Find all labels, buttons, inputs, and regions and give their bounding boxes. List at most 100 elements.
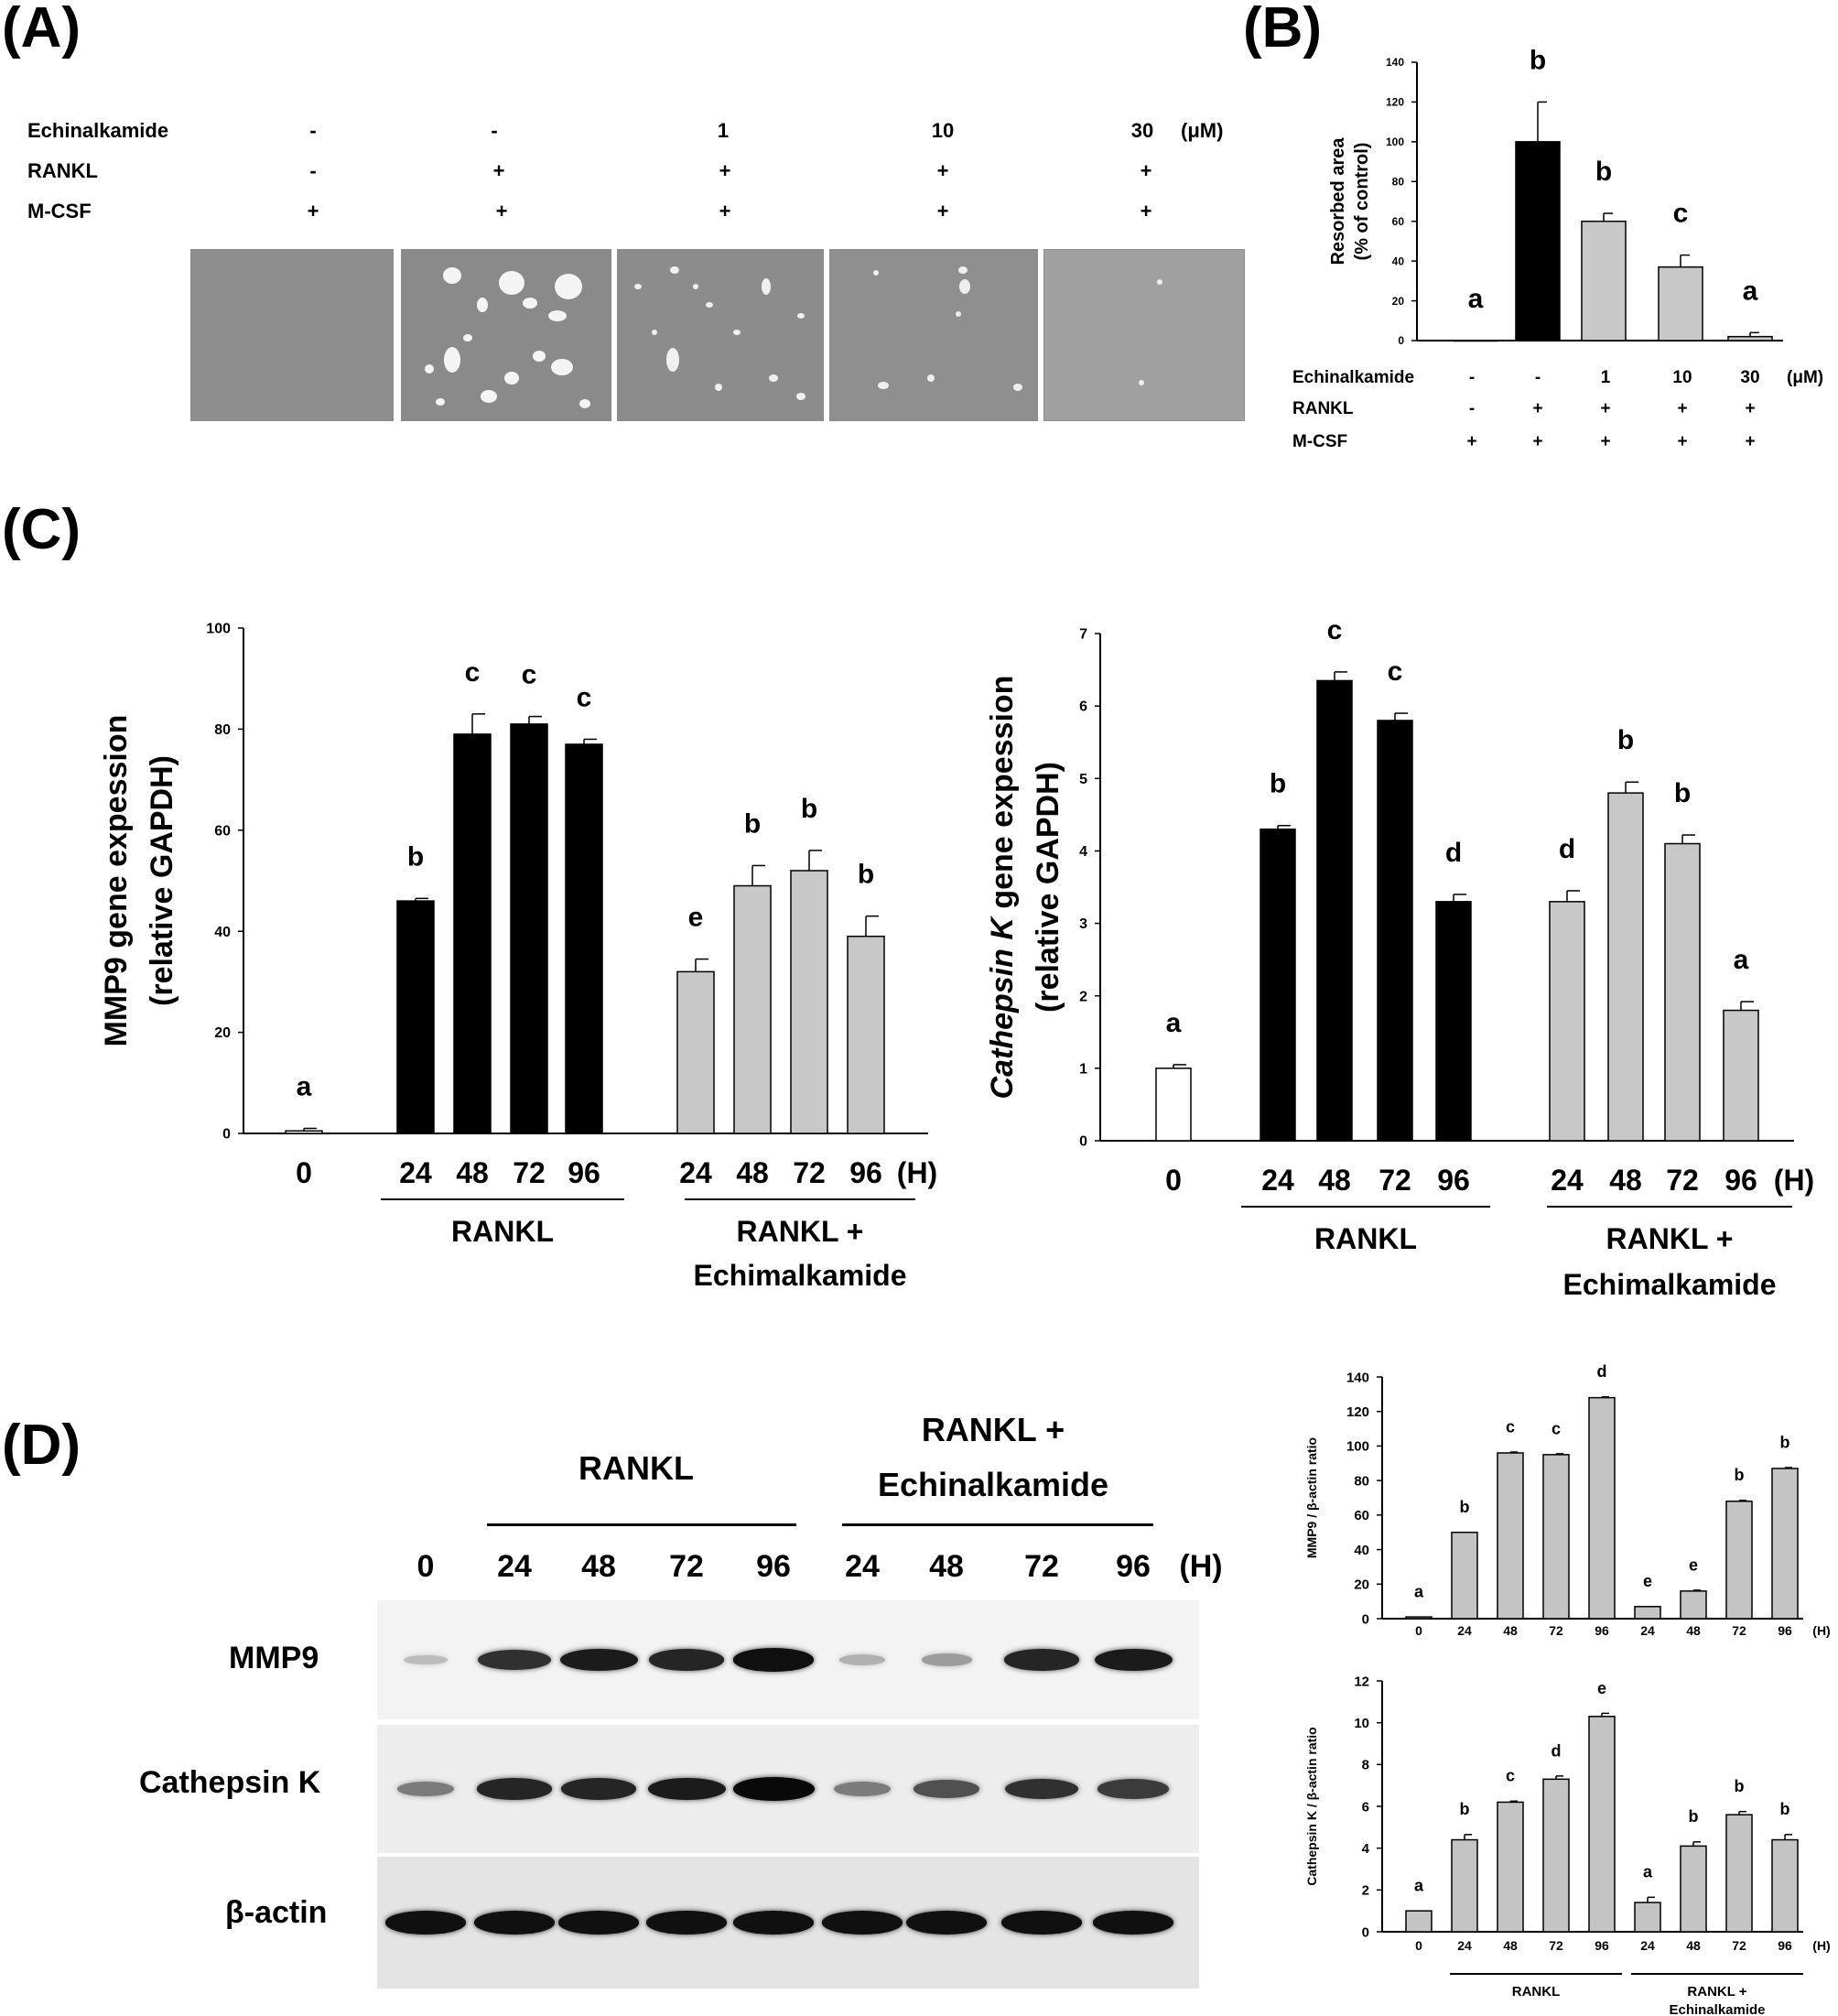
blot-band: [1097, 1779, 1169, 1799]
bar: [1723, 1009, 1759, 1142]
x-tick-label: 48: [1686, 1623, 1701, 1638]
bar: [1588, 1716, 1616, 1933]
pit-image-10um: [829, 249, 1038, 421]
chart-resorption: 0 20 40 60 80 100 120 140 Resorbed area (% of con…: [1292, 45, 1823, 451]
bar: [1771, 1468, 1799, 1620]
bar: [565, 743, 603, 1134]
blot-time-label: 0: [416, 1549, 435, 1584]
blot-band: [833, 1781, 892, 1797]
blot-band: [1003, 1649, 1080, 1671]
significance-letter: a: [1468, 284, 1484, 314]
blot-band: [474, 1911, 555, 1935]
pit-spots: [634, 266, 805, 400]
condition-value: +: [719, 159, 731, 182]
y-tick-label: 60: [214, 823, 231, 839]
significance-letter: b: [1674, 778, 1691, 808]
bar: [1607, 792, 1644, 1142]
pit-image-1um: [617, 249, 824, 421]
y-tick-label: 4: [1362, 1841, 1370, 1857]
y-tick-label: 140: [1386, 56, 1404, 69]
bar: [1497, 1801, 1524, 1933]
significance-letter: b: [407, 841, 424, 872]
x-tick-label: 0: [296, 1156, 312, 1189]
condition-value: 1: [1601, 368, 1611, 387]
condition-value: +: [1532, 432, 1542, 451]
bar: [1725, 1501, 1753, 1620]
blot-time-label: 72: [1024, 1549, 1059, 1584]
group-label: RANKL: [1512, 1984, 1561, 2000]
condition-value: +: [492, 159, 505, 182]
y-tick-label: 6: [1362, 1799, 1369, 1815]
condition-label: RANKL: [27, 159, 98, 182]
x-tick-label: 0: [1415, 1938, 1422, 1953]
significance-letter: d: [1551, 1741, 1562, 1760]
x-tick-label: 48: [1503, 1623, 1518, 1638]
blot-row-label-cathepsin-k: Cathepsin K: [139, 1765, 321, 1800]
bar: [1405, 1910, 1433, 1933]
blot-band: [646, 1911, 727, 1935]
bar: [1771, 1838, 1799, 1933]
significance-letter: e: [1643, 1572, 1652, 1590]
blot-band: [404, 1654, 448, 1665]
x-tick-label: 72: [1549, 1938, 1563, 1953]
blot-band: [647, 1777, 726, 1801]
significance-letter: a: [1414, 1877, 1424, 1895]
blot-band: [476, 1778, 553, 1800]
condition-value: +: [307, 200, 319, 222]
panel-label-a: (A): [2, 0, 81, 60]
blot-strip-beta-actin: [377, 1857, 1199, 1989]
x-unit-label: (H): [1812, 1623, 1830, 1638]
y-tick-label: 20: [214, 1025, 231, 1041]
condition-value: -: [1469, 399, 1475, 418]
x-tick-label: 96: [1724, 1164, 1757, 1197]
blot-row-label-beta-actin: β-actin: [225, 1895, 328, 1930]
significance-letter: b: [744, 808, 761, 839]
group-label-line2: Echimalkamide: [1563, 1268, 1777, 1301]
pit-image-30um: [1043, 249, 1245, 421]
x-tick-label: 72: [1666, 1164, 1699, 1197]
x-tick-label: 48: [1609, 1164, 1642, 1197]
x-tick-label: 48: [1318, 1164, 1351, 1197]
blot-time-label: 72: [669, 1549, 704, 1584]
blot-band: [1094, 1648, 1173, 1672]
y-tick-label: 40: [1354, 1543, 1369, 1558]
pit-spots: [1139, 279, 1162, 385]
y-tick-label: 140: [1346, 1370, 1369, 1385]
y-axis-label: Cathepsin K / β-actin ratio: [1304, 1727, 1319, 1885]
y-axis-label-line1: Cathepsin K gene expession: [985, 676, 1020, 1100]
x-tick-label: 96: [1778, 1623, 1792, 1638]
bar: [790, 870, 828, 1134]
y-tick-label: 5: [1079, 772, 1087, 787]
condition-value: +: [1745, 399, 1755, 418]
y-tick-label: 20: [1392, 295, 1405, 308]
blot-time-label: 24: [497, 1549, 532, 1584]
x-tick-label: 24: [679, 1156, 712, 1189]
condition-value: -: [1469, 368, 1475, 387]
x-tick-label: 96: [1437, 1164, 1470, 1197]
x-tick-label: 0: [1415, 1623, 1422, 1638]
x-tick-label: 24: [399, 1156, 432, 1189]
group-label-line2: Echinalkamide: [1669, 2002, 1765, 2016]
condition-value: -: [309, 159, 317, 182]
y-tick-label: 100: [206, 622, 231, 637]
blot-underline-combo: [842, 1523, 1153, 1526]
condition-value: 30: [1130, 119, 1154, 142]
group-label: RANKL +: [1606, 1222, 1734, 1255]
y-tick-label: 4: [1079, 844, 1087, 860]
x-tick-label: 24: [1261, 1164, 1294, 1197]
significance-letter: c: [1551, 1419, 1561, 1437]
y-axis-label: MMP9 / β-actin ratio: [1304, 1437, 1319, 1558]
chart-ctsk-qpcr: 0 1 2 3 4 5 6 7 Cathepsin K gene expession (relat…: [985, 615, 1814, 1301]
condition-value: -: [309, 119, 317, 142]
significance-letter: c: [1506, 1767, 1515, 1785]
x-tick-label: 24: [1551, 1164, 1584, 1197]
bar: [1497, 1452, 1524, 1620]
condition-value: +: [1140, 159, 1152, 182]
y-tick-label: 1: [1079, 1061, 1087, 1077]
blot-underline-rankl: [487, 1523, 796, 1526]
blot-band: [478, 1649, 551, 1671]
x-unit-label: (H): [897, 1156, 937, 1189]
y-axis-label-line1: MMP9 gene expession: [99, 715, 134, 1047]
blot-band: [396, 1781, 455, 1797]
